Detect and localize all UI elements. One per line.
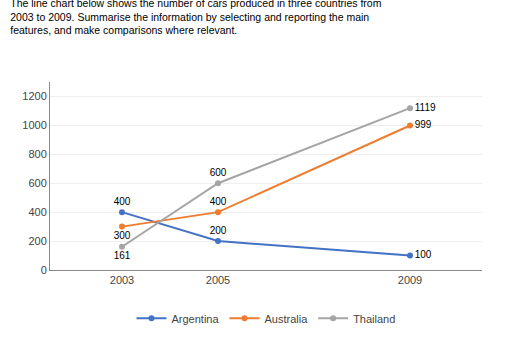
svg-text:1000: 1000 <box>22 119 46 131</box>
svg-text:161: 161 <box>114 250 131 261</box>
svg-text:300: 300 <box>114 230 131 241</box>
svg-text:1119: 1119 <box>415 102 436 113</box>
svg-text:Australia: Australia <box>264 313 308 325</box>
svg-text:800: 800 <box>28 148 46 160</box>
svg-text:2003: 2003 <box>110 274 134 286</box>
svg-text:Argentina: Argentina <box>172 313 220 325</box>
svg-text:The line chart below shows the: The line chart below shows the number of… <box>10 0 381 36</box>
svg-text:0: 0 <box>41 264 47 276</box>
svg-text:600: 600 <box>210 167 227 178</box>
svg-text:100: 100 <box>415 249 432 260</box>
svg-text:400: 400 <box>28 206 46 218</box>
svg-text:400: 400 <box>114 196 131 207</box>
svg-text:600: 600 <box>28 177 46 189</box>
svg-text:200: 200 <box>210 225 227 236</box>
svg-text:2009: 2009 <box>398 274 422 286</box>
svg-text:Thailand: Thailand <box>353 313 395 325</box>
svg-text:200: 200 <box>28 235 46 247</box>
svg-text:1200: 1200 <box>22 90 46 102</box>
svg-text:400: 400 <box>210 196 227 207</box>
svg-text:2005: 2005 <box>206 274 230 286</box>
svg-text:999: 999 <box>415 119 432 130</box>
